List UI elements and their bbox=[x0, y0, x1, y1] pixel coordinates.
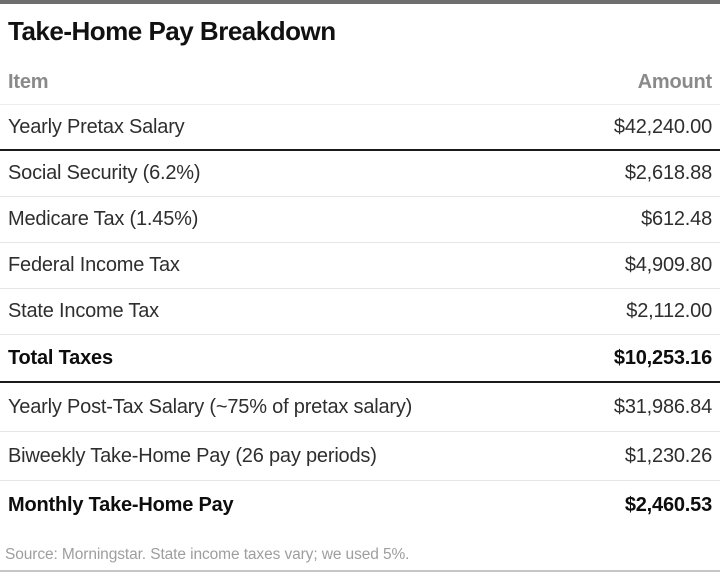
row-item-label: Biweekly Take-Home Pay (26 pay periods) bbox=[8, 444, 377, 467]
row-item-label: Social Security (6.2%) bbox=[8, 162, 201, 184]
row-amount-value: $2,460.53 bbox=[624, 493, 712, 516]
row-amount-value: $4,909.80 bbox=[624, 254, 712, 276]
table-row: Social Security (6.2%) $2,618.88 bbox=[0, 151, 720, 197]
source-note: Source: Morningstar. State income taxes … bbox=[5, 546, 410, 563]
row-item-label: Yearly Pretax Salary bbox=[8, 115, 185, 138]
row-item-label: Yearly Post-Tax Salary (~75% of pretax s… bbox=[8, 395, 413, 418]
table-row: Yearly Pretax Salary $42,240.00 bbox=[0, 105, 720, 151]
bottom-rule bbox=[0, 570, 720, 572]
table-row: State Income Tax $2,112.00 bbox=[0, 289, 720, 335]
row-amount-value: $2,112.00 bbox=[626, 300, 712, 322]
row-item-label: Medicare Tax (1.45%) bbox=[8, 208, 199, 230]
row-item-label: Federal Income Tax bbox=[8, 254, 180, 276]
table-row-monthly-take-home: Monthly Take-Home Pay $2,460.53 bbox=[0, 481, 720, 529]
row-amount-value: $612.48 bbox=[641, 208, 712, 230]
row-amount-value: $1,230.26 bbox=[624, 444, 712, 467]
column-header-item: Item bbox=[8, 71, 49, 93]
table-row-total-taxes: Total Taxes $10,253.16 bbox=[0, 335, 720, 383]
row-amount-value: $10,253.16 bbox=[613, 346, 712, 369]
page-title: Take-Home Pay Breakdown bbox=[8, 16, 336, 46]
row-amount-value: $2,618.88 bbox=[624, 162, 712, 184]
table-row: Biweekly Take-Home Pay (26 pay periods) … bbox=[0, 432, 720, 481]
row-amount-value: $42,240.00 bbox=[613, 115, 712, 138]
row-item-label: State Income Tax bbox=[8, 300, 159, 322]
row-amount-value: $31,986.84 bbox=[613, 395, 712, 418]
top-accent-bar bbox=[0, 0, 720, 4]
table-row: Federal Income Tax $4,909.80 bbox=[0, 243, 720, 289]
column-header-amount: Amount bbox=[637, 71, 713, 93]
row-item-label: Monthly Take-Home Pay bbox=[8, 493, 234, 516]
table-row: Medicare Tax (1.45%) $612.48 bbox=[0, 197, 720, 243]
row-item-label: Total Taxes bbox=[8, 346, 113, 369]
table-row: Yearly Post-Tax Salary (~75% of pretax s… bbox=[0, 383, 720, 432]
table-header-row: Item Amount bbox=[0, 48, 720, 105]
